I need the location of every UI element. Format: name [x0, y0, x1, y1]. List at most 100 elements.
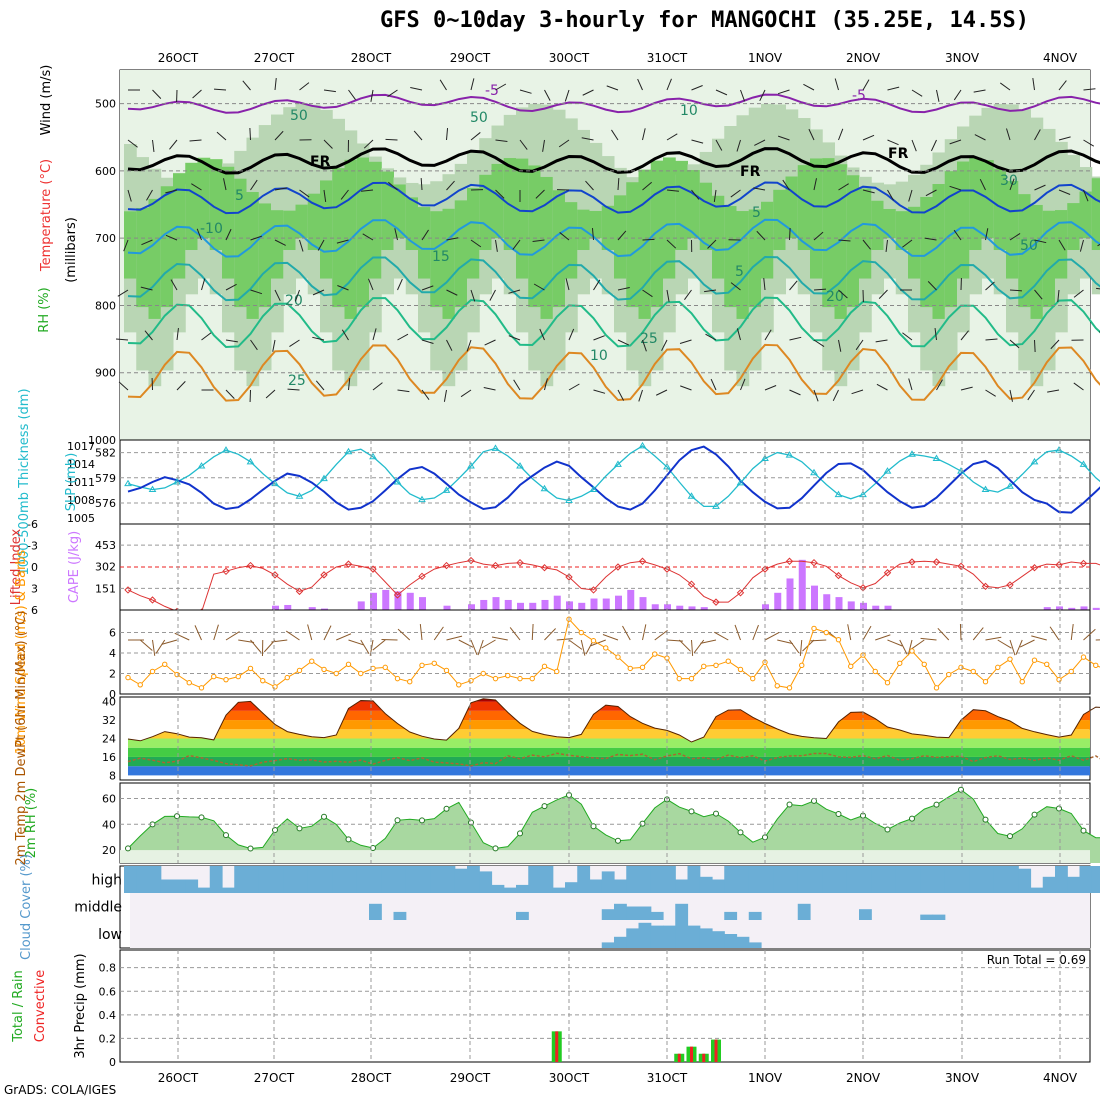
cape-bar [321, 608, 328, 610]
rh-shade-band [822, 158, 835, 308]
li-point [222, 567, 230, 576]
cloud-bar [503, 887, 517, 893]
li-point [712, 598, 720, 606]
wind-barb [617, 177, 620, 191]
wind-barb [458, 639, 474, 648]
wind-barb [580, 639, 586, 656]
cloud-bar [467, 866, 480, 893]
wind-barb [777, 639, 793, 645]
cloud-bar [663, 866, 676, 893]
precip-conv-bar [702, 1053, 706, 1062]
cloud-bar [344, 866, 358, 893]
thickness-line [127, 445, 1100, 508]
rh-point [1031, 811, 1038, 818]
wind-barb [1049, 626, 1060, 641]
wind-barb [617, 339, 630, 346]
wind-barb [1034, 129, 1041, 141]
date-label-bottom: 3NOV [945, 1071, 980, 1085]
wind-barb [752, 624, 759, 641]
thickness-point [197, 462, 206, 469]
cape-bar [590, 598, 598, 610]
precip-conv-bar [677, 1053, 681, 1062]
li-point [638, 557, 647, 565]
wind-speed-point [933, 685, 940, 691]
li-line [127, 559, 1100, 615]
rh-shade-band [895, 211, 909, 251]
wind-barb [294, 289, 300, 302]
thickness-point [344, 447, 353, 455]
cloud-bar [307, 866, 321, 893]
pressure-tick-label: 900 [95, 367, 116, 380]
rh-point [174, 813, 180, 820]
wind-barb [838, 239, 851, 242]
li-point [344, 560, 353, 568]
precip-legend-total: Total / Rain [11, 970, 26, 1043]
wind-barb [213, 624, 219, 641]
thickness-axis-label: 1000-500mb Thickness (dm) [17, 388, 32, 575]
thickness-point [589, 485, 598, 493]
wind-barb [191, 183, 202, 191]
wind-barb [617, 287, 630, 291]
wind-barb [902, 239, 913, 248]
rh-point [125, 845, 131, 852]
cloud-bar [258, 866, 272, 893]
wind-barb [213, 88, 227, 91]
rh-point [933, 801, 940, 808]
wind-barb [777, 89, 790, 95]
wind-barb [323, 89, 336, 93]
wind-barb [693, 639, 705, 654]
wind-barb [165, 234, 178, 241]
rh-shade-band [712, 195, 725, 279]
wind-speed-point [235, 673, 241, 680]
pressure-tick-label: 1000 [88, 434, 116, 447]
rh-point [541, 803, 548, 810]
wind-barb [1032, 78, 1035, 91]
rh-shade-band [1030, 204, 1044, 319]
temp-tick-label: 8 [109, 769, 116, 782]
wind-barb [691, 139, 704, 144]
cloud-level-label: middle [74, 900, 122, 916]
pressure-tick-label: 800 [95, 299, 116, 312]
wind-barb [1079, 239, 1084, 252]
wind-barb [713, 189, 717, 202]
wind-barb [899, 639, 908, 655]
temp-tick-label: 24 [102, 733, 116, 746]
cloud-bar [810, 866, 823, 893]
wind-barb [118, 381, 129, 391]
rh-point [345, 836, 352, 843]
rh-point [443, 805, 450, 812]
rh-point [982, 816, 989, 823]
wind-barb [642, 289, 653, 298]
wind-barb [704, 289, 717, 293]
thickness-point [173, 478, 181, 485]
cloud-bar [381, 866, 395, 893]
rh-shade-band [283, 107, 296, 295]
wind-barb [642, 339, 647, 352]
li-point [1055, 561, 1063, 569]
cape-bar [419, 597, 426, 610]
wind-barb [936, 89, 940, 102]
li-point [614, 563, 622, 571]
rh-shade-band [271, 210, 284, 279]
thickness-point [442, 486, 451, 493]
date-label-top: 27OCT [254, 51, 295, 65]
wind-speed-point [529, 675, 535, 682]
thickness-point [540, 484, 549, 492]
wind-barb [433, 626, 444, 641]
date-label-bottom: 4NOV [1043, 1071, 1078, 1085]
wind-barb [887, 189, 894, 201]
wind-barb [606, 85, 619, 91]
rh-shade-band [234, 178, 247, 308]
rh-shade-band [1042, 210, 1056, 308]
cloud-bar [614, 936, 627, 948]
wind-speed-point [1056, 676, 1062, 683]
wind-speed-point [162, 661, 168, 667]
cloud-bar [957, 866, 970, 893]
wind-barb [637, 78, 643, 91]
wind-barb [813, 288, 827, 291]
wind-barb [250, 179, 258, 191]
wind-barb [443, 389, 447, 402]
cloud-bar [393, 866, 407, 893]
wind-barb [585, 180, 594, 191]
wind-barb [123, 239, 129, 252]
